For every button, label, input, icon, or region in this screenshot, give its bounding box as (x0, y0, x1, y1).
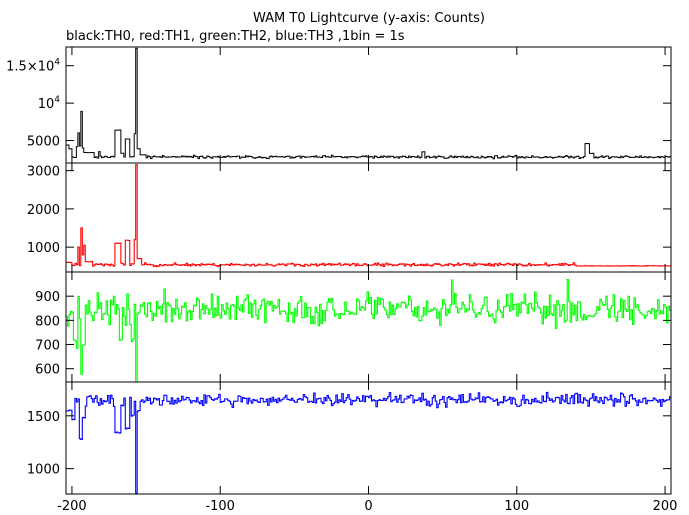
series-line-th3 (66, 391, 671, 494)
panel-frame (65, 46, 672, 164)
y-tick-label: 1000 (27, 463, 60, 478)
panel-frame (65, 162, 672, 273)
y-tick-label: 1.5×104 (6, 58, 60, 75)
y-tick-label: 2000 (27, 203, 60, 218)
x-tick-label: 0 (364, 499, 372, 514)
chart-subtitle: black:TH0, red:TH1, green:TH2, blue:TH3 … (66, 29, 405, 44)
series-line-th1 (66, 164, 671, 268)
y-tick-label: 900 (35, 290, 60, 305)
y-tick-label: 5000 (27, 135, 60, 150)
panel-frame (65, 271, 672, 383)
x-tick-label: 100 (504, 499, 529, 514)
x-tick-label: -100 (205, 499, 235, 514)
y-tick-label: 3000 (27, 165, 60, 180)
series-line-th2 (66, 278, 671, 383)
y-tick-label: 1500 (27, 410, 60, 425)
y-tick-label: 700 (35, 339, 60, 354)
x-tick-label: -200 (57, 499, 87, 514)
x-tick-label: 200 (653, 499, 678, 514)
y-tick-label: 104 (38, 95, 61, 112)
panels: 50001041.5×10410002000300060070080090010… (6, 46, 677, 514)
y-tick-label: 600 (35, 363, 60, 378)
panel-3: 1000 1500 (27, 381, 672, 495)
y-tick-label: 800 (35, 314, 60, 329)
chart-title: WAM T0 Lightcurve (y-axis: Counts) (253, 11, 485, 26)
panel-2: 600 700 800 900 (35, 271, 672, 383)
series-line-th0 (66, 47, 671, 160)
panel-1: 1000 2000 3000 (27, 162, 672, 273)
panel-0: 5000 104 1.5×104 (6, 46, 672, 164)
y-tick-label: 1000 (27, 241, 60, 256)
x-axis-labels: -200 -100 0 100 200 (57, 499, 677, 514)
